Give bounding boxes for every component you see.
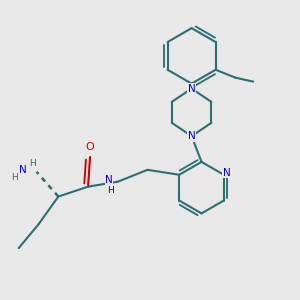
Text: N: N xyxy=(105,175,113,185)
Text: N: N xyxy=(19,165,26,175)
Text: H: H xyxy=(107,186,114,195)
Text: N: N xyxy=(223,168,231,178)
Text: O: O xyxy=(86,142,94,152)
Text: H: H xyxy=(29,159,36,168)
Text: N: N xyxy=(188,131,196,141)
Text: H: H xyxy=(11,173,18,182)
Text: N: N xyxy=(188,84,196,94)
